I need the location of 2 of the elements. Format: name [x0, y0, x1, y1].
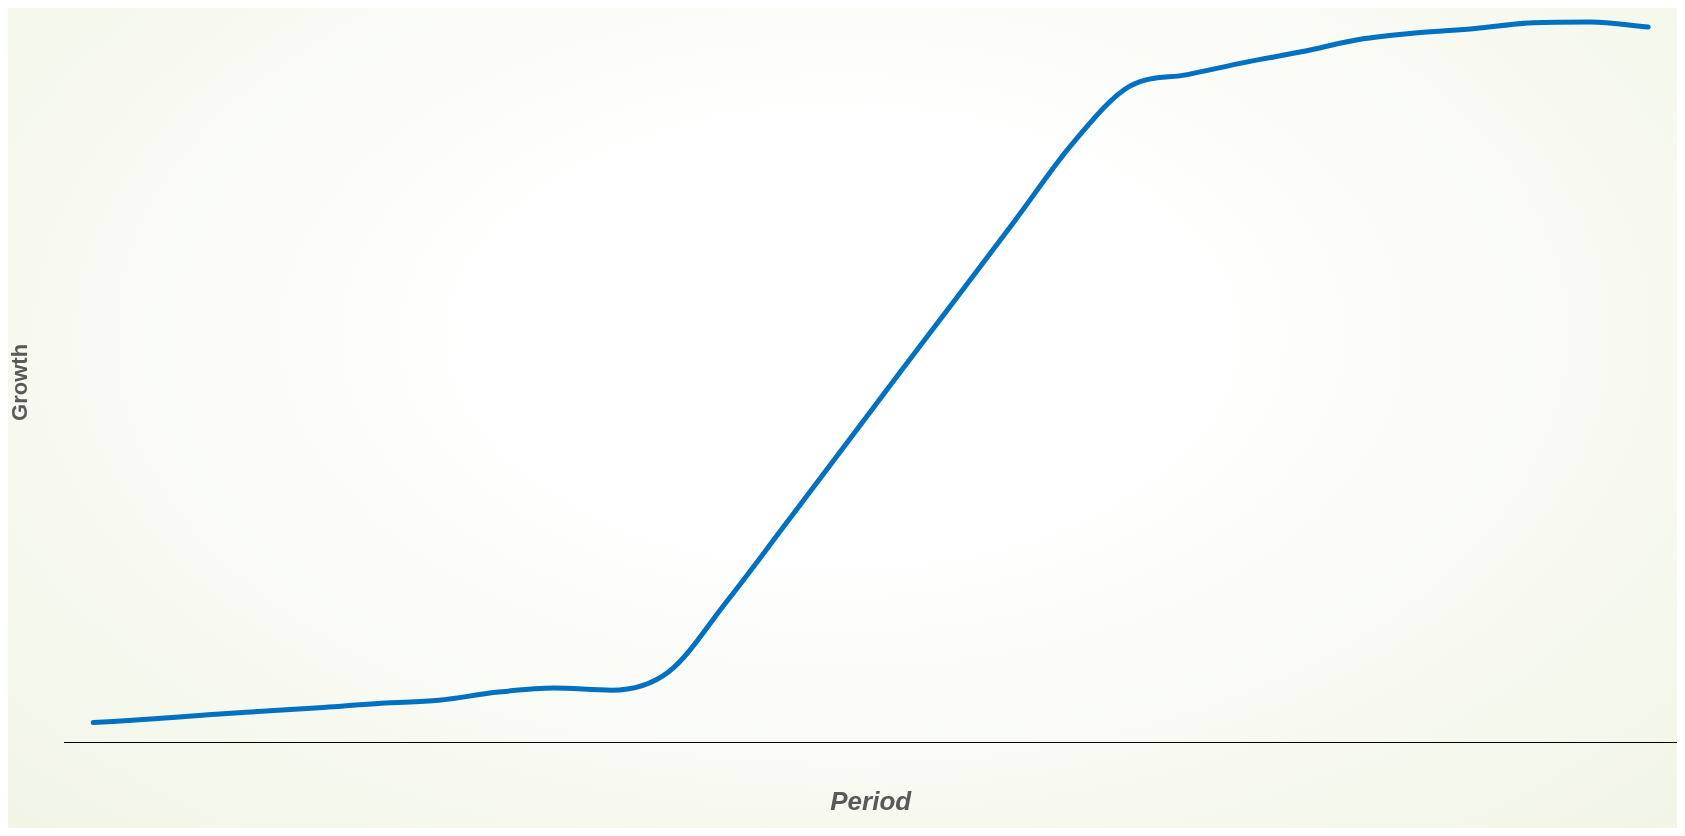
x-axis-title: Period [830, 785, 913, 816]
y-axis-title: Growth [7, 343, 33, 421]
